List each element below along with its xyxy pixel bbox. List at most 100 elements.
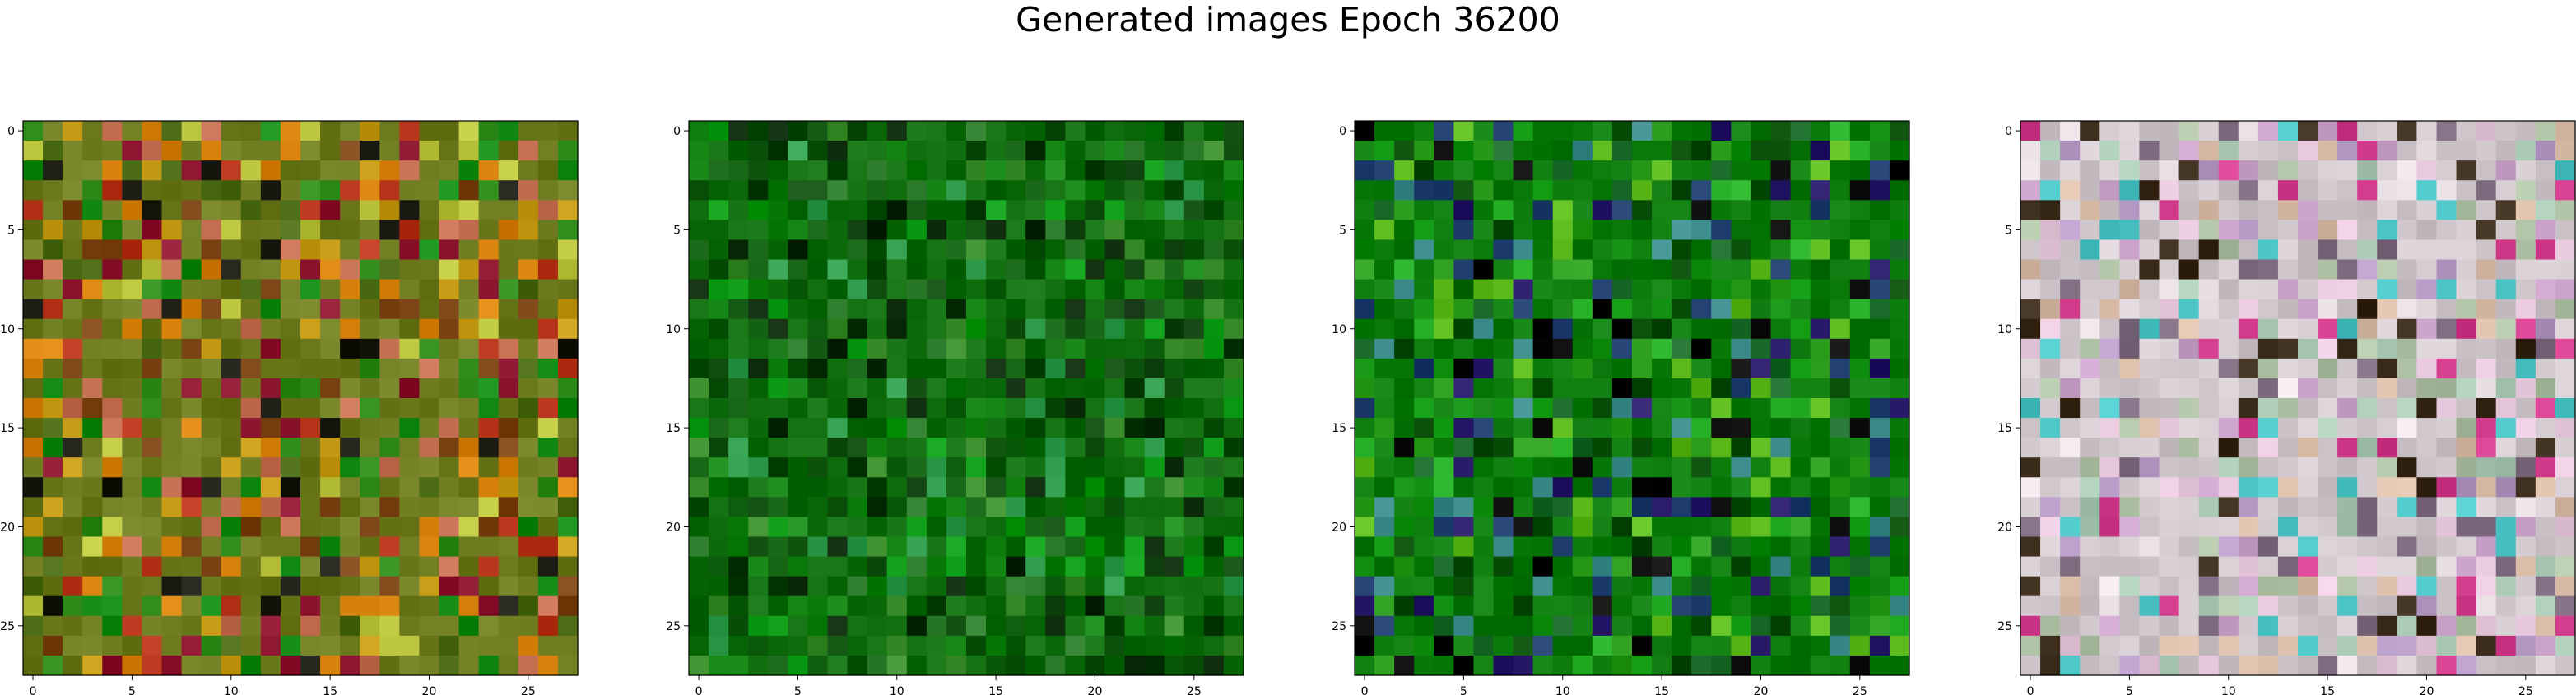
pixel-cell (1006, 378, 1026, 399)
pixel-cell (1652, 160, 1672, 181)
pixel-cell (1144, 338, 1165, 359)
pixel-cell (2436, 556, 2457, 577)
pixel-cell (260, 299, 281, 320)
pixel-cell (1223, 438, 1244, 458)
pixel-cell (768, 497, 788, 518)
pixel-cell (458, 576, 480, 597)
pixel-cell (1434, 200, 1454, 220)
pixel-cell (2476, 477, 2497, 498)
pixel-cell (1711, 497, 1732, 518)
pixel-cell (768, 635, 788, 656)
pixel-cell (1532, 141, 1554, 161)
pixel-cell (1691, 556, 1712, 577)
pixel-cell (1045, 279, 1066, 300)
pixel-cell (2099, 595, 2120, 617)
pixel-cell (1731, 259, 1752, 280)
pixel-cell (2277, 595, 2299, 617)
pixel-cell (867, 338, 888, 359)
pixel-cell (23, 457, 44, 478)
pixel-cell (1770, 279, 1792, 300)
pixel-cell (142, 378, 163, 399)
pixel-cell (260, 141, 281, 161)
pixel-cell (1532, 318, 1554, 340)
pixel-cell (439, 477, 460, 498)
pixel-cell (240, 536, 262, 558)
pixel-cell (748, 457, 769, 478)
pixel-cell (2238, 635, 2259, 656)
pixel-cell (2515, 338, 2536, 359)
pixel-cell (1374, 279, 1395, 300)
pixel-cell (2060, 556, 2081, 577)
pixel-cell (63, 556, 83, 577)
pixel-cell (280, 438, 301, 458)
pixel-cell (142, 517, 163, 538)
pixel-cell (886, 576, 908, 597)
pixel-cell (498, 220, 519, 241)
pixel-cell (728, 279, 749, 300)
pixel-cell (1889, 615, 1910, 637)
pixel-cell (478, 160, 500, 181)
pixel-cell (1453, 318, 1475, 340)
pixel-cell (1493, 200, 1514, 220)
pixel-cell (1513, 378, 1534, 399)
pixel-cell (867, 378, 888, 399)
pixel-cell (2535, 239, 2556, 261)
pixel-cell (63, 279, 83, 300)
pixel-cell (340, 239, 360, 261)
pixel-cell (2495, 299, 2517, 320)
pixel-cell (1830, 655, 1851, 676)
pixel-cell (768, 556, 788, 577)
pixel-cell (2218, 279, 2239, 300)
pixel-cell (63, 200, 83, 220)
pixel-cell (2080, 398, 2100, 419)
pixel-cell (1223, 160, 1244, 181)
pixel-cell (300, 378, 321, 399)
pixel-cell (728, 457, 749, 478)
pixel-cell (807, 358, 829, 379)
pixel-cell (161, 635, 183, 656)
pixel-cell (102, 497, 123, 518)
pixel-cell (458, 200, 480, 220)
pixel-cell (1751, 338, 1772, 359)
pixel-cell (1453, 517, 1475, 538)
pixel-cell (2080, 576, 2100, 597)
pixel-cell (1611, 635, 1633, 656)
pixel-cell (1632, 438, 1653, 458)
pixel-cell (1453, 279, 1475, 300)
pixel-cell (689, 457, 709, 478)
pixel-cell (847, 576, 868, 597)
pixel-cell (1124, 141, 1146, 161)
pixel-cell (788, 457, 809, 478)
pixel-cell (1572, 576, 1593, 597)
pixel-cell (1006, 457, 1026, 478)
pixel-cell (2080, 517, 2100, 538)
pixel-cell (1453, 220, 1475, 241)
pixel-cell (689, 160, 709, 181)
pixel-cell (966, 438, 987, 458)
pixel-cell (1632, 160, 1653, 181)
pixel-cell (1849, 220, 1871, 241)
pixel-cell (709, 338, 729, 359)
pixel-cell (788, 279, 809, 300)
pixel-cell (102, 200, 123, 220)
pixel-cell (23, 220, 44, 241)
pixel-cell (1751, 318, 1772, 340)
pixel-cell (43, 655, 63, 676)
pixel-cell (2318, 338, 2338, 359)
pixel-cell (1810, 595, 1831, 617)
pixel-cell (2515, 635, 2536, 656)
pixel-cell (280, 160, 301, 181)
pixel-cell (1493, 338, 1514, 359)
pixel-cell (2198, 635, 2220, 656)
pixel-cell (1672, 279, 1692, 300)
pixel-cell (2218, 556, 2239, 577)
pixel-cell (2178, 438, 2200, 458)
pixel-cell (2377, 457, 2397, 478)
pixel-cell (2277, 338, 2299, 359)
pixel-cell (399, 655, 421, 676)
pixel-cell (1652, 595, 1672, 617)
pixel-cell (1085, 457, 1106, 478)
pixel-cell (2178, 398, 2200, 419)
pixel-cell (63, 338, 83, 359)
